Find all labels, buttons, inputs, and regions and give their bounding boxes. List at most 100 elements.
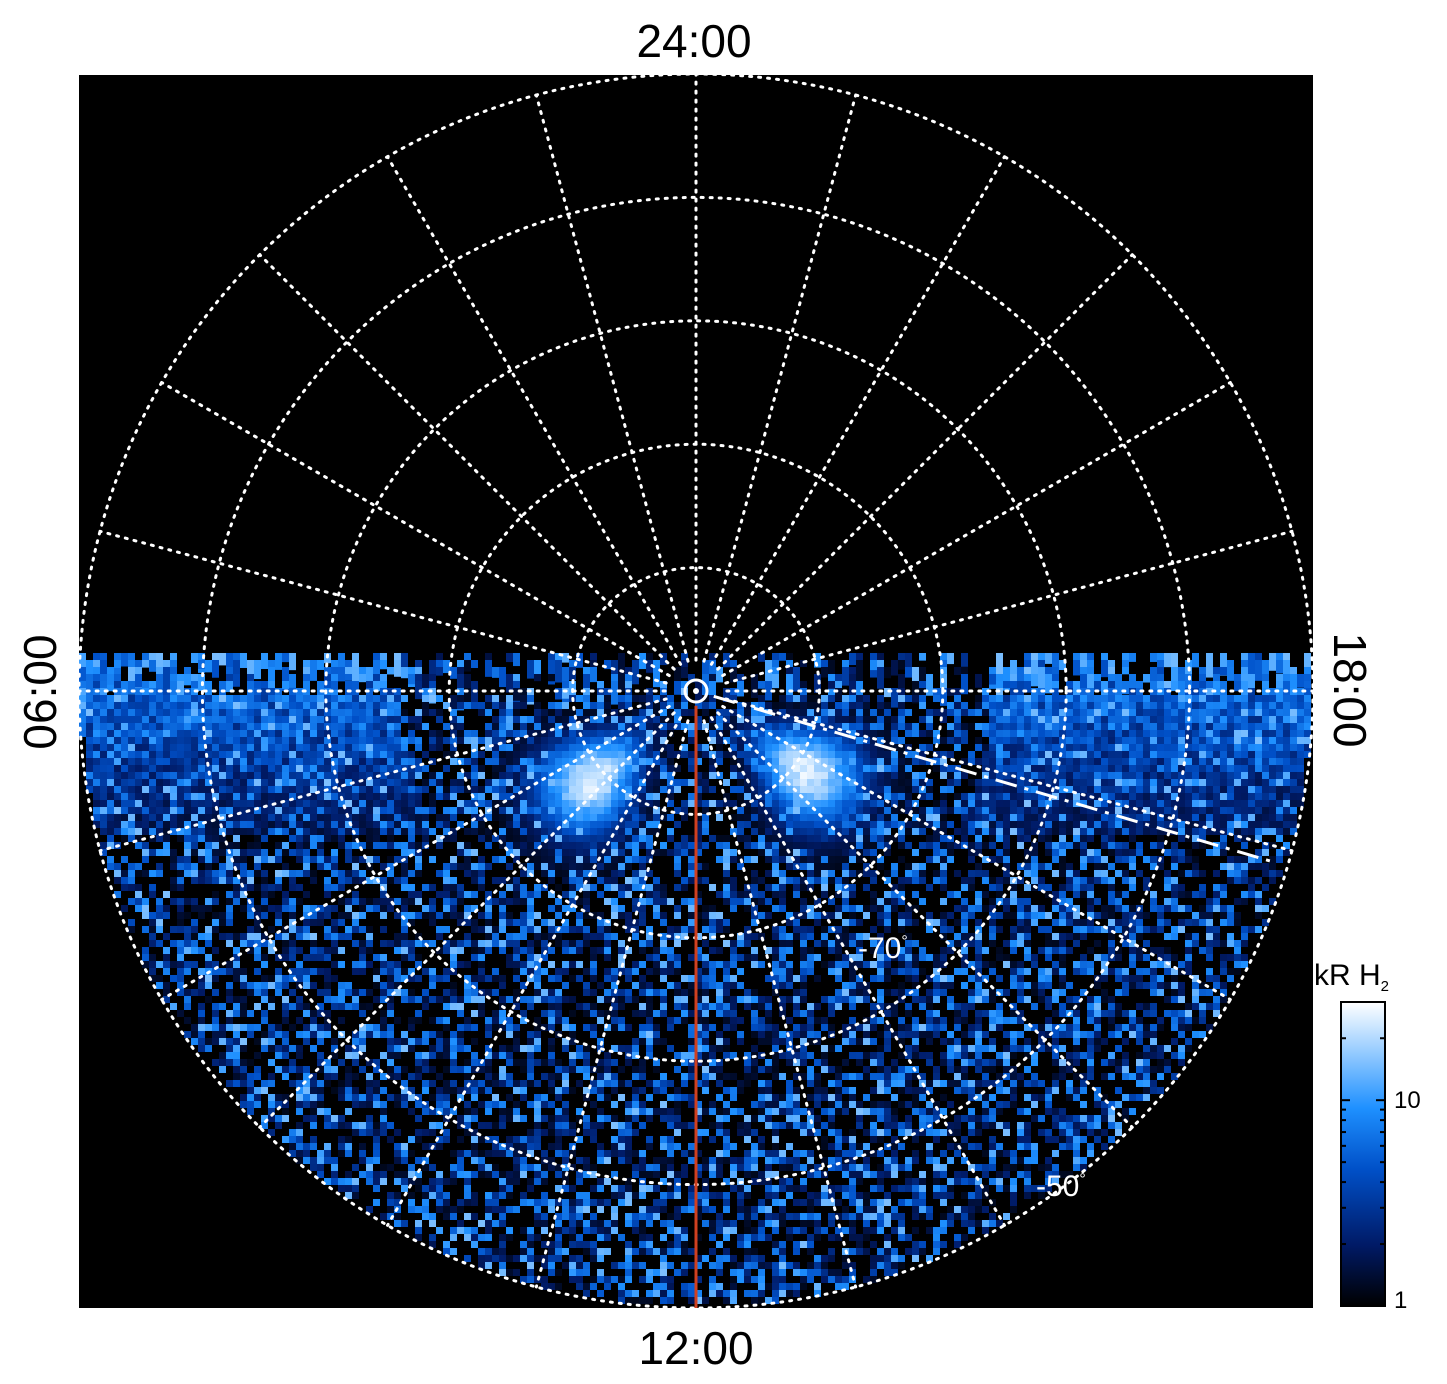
heatmap-cell	[695, 744, 702, 751]
heatmap-cell	[800, 898, 807, 905]
heatmap-cell	[1136, 800, 1143, 807]
heatmap-cell	[338, 667, 345, 682]
heatmap-cell	[940, 884, 947, 891]
heatmap-cell	[1024, 800, 1031, 807]
heatmap-cell	[1220, 765, 1227, 772]
heatmap-cell	[772, 765, 779, 772]
heatmap-cell	[1066, 709, 1073, 716]
heatmap-cell	[1185, 786, 1192, 793]
heatmap-cell	[233, 709, 240, 716]
heatmap-cell	[107, 779, 114, 786]
heatmap-cell	[856, 905, 863, 912]
heatmap-cell	[828, 842, 835, 849]
heatmap-cell	[982, 814, 989, 821]
heatmap-cell	[226, 751, 233, 758]
heatmap-cell	[156, 737, 163, 744]
heatmap-cell	[1227, 863, 1234, 870]
heatmap-cell	[1143, 751, 1150, 758]
heatmap-cell	[1290, 800, 1297, 807]
heatmap-cell	[100, 660, 107, 678]
heatmap-cell	[947, 912, 954, 919]
heatmap-cell	[1115, 793, 1122, 800]
heatmap-cell	[1115, 723, 1122, 730]
heatmap-cell	[450, 695, 457, 702]
heatmap-cell	[975, 793, 982, 800]
heatmap-cell	[1157, 772, 1164, 779]
heatmap-cell	[303, 786, 310, 793]
heatmap-cell	[212, 849, 219, 856]
heatmap-cell	[1080, 744, 1087, 751]
heatmap-cell	[954, 828, 961, 835]
heatmap-cell	[254, 821, 261, 828]
heatmap-cell	[1087, 884, 1094, 891]
heatmap-cell	[1031, 674, 1038, 687]
heatmap-cell	[1262, 772, 1269, 779]
heatmap-cell	[751, 786, 758, 793]
heatmap-cell	[1010, 898, 1017, 905]
heatmap-cell	[996, 737, 1003, 744]
heatmap-cell	[611, 772, 618, 779]
heatmap-cell	[772, 856, 779, 863]
heatmap-cell	[940, 751, 947, 758]
heatmap-cell	[149, 800, 156, 807]
heatmap-cell	[1129, 653, 1136, 662]
heatmap-cell	[625, 793, 632, 800]
heatmap-cell	[996, 856, 1003, 863]
heatmap-cell	[1206, 751, 1213, 758]
heatmap-cell	[359, 877, 366, 884]
heatmap-cell	[128, 695, 135, 702]
heatmap-cell	[632, 737, 639, 744]
heatmap-cell	[520, 821, 527, 828]
heatmap-cell	[324, 702, 331, 709]
heatmap-cell	[723, 849, 730, 856]
heatmap-cell	[1059, 835, 1066, 842]
heatmap-cell	[1262, 786, 1269, 793]
heatmap-cell	[275, 737, 282, 744]
heatmap-cell	[317, 793, 324, 800]
heatmap-cell	[135, 814, 142, 821]
heatmap-cell	[345, 688, 352, 702]
heatmap-cell	[1234, 695, 1241, 702]
heatmap-cell	[800, 800, 807, 807]
heatmap-cell	[93, 800, 100, 807]
heatmap-cell	[345, 765, 352, 772]
heatmap-cell	[695, 821, 702, 828]
heatmap-cell	[1171, 758, 1178, 765]
heatmap-cell	[779, 758, 786, 765]
heatmap-cell	[828, 800, 835, 807]
heatmap-cell	[1143, 779, 1150, 786]
heatmap-cell	[919, 744, 926, 751]
heatmap-cell	[639, 856, 646, 863]
heatmap-cell	[632, 709, 639, 716]
heatmap-cell	[506, 751, 513, 758]
heatmap-cell	[660, 884, 667, 891]
heatmap-cell	[1192, 744, 1199, 751]
heatmap-cell	[996, 653, 1003, 677]
heatmap-cell	[499, 898, 506, 905]
heatmap-cell	[282, 779, 289, 786]
heatmap-cell	[1122, 870, 1129, 877]
heatmap-cell	[1290, 814, 1297, 821]
heatmap-cell	[1108, 807, 1115, 814]
heatmap-cell	[191, 786, 198, 793]
heatmap-cell	[233, 779, 240, 786]
heatmap-cell	[751, 905, 758, 912]
heatmap-cell	[275, 849, 282, 856]
heatmap-cell	[1171, 856, 1178, 863]
heatmap-cell	[877, 695, 884, 702]
heatmap-cell	[1227, 695, 1234, 702]
heatmap-cell	[170, 814, 177, 821]
heatmap-cell	[345, 912, 352, 919]
heatmap-cell	[534, 800, 541, 807]
heatmap-cell	[653, 779, 660, 786]
heatmap-cell	[1010, 758, 1017, 765]
heatmap-cell	[219, 702, 226, 709]
heatmap-cell	[450, 863, 457, 870]
heatmap-cell	[170, 800, 177, 807]
heatmap-cell	[170, 786, 177, 793]
heatmap-cell	[583, 870, 590, 877]
heatmap-cell	[219, 723, 226, 730]
heatmap-cell	[1017, 898, 1024, 905]
heatmap-cell	[1045, 653, 1052, 664]
heatmap-cell	[107, 758, 114, 765]
